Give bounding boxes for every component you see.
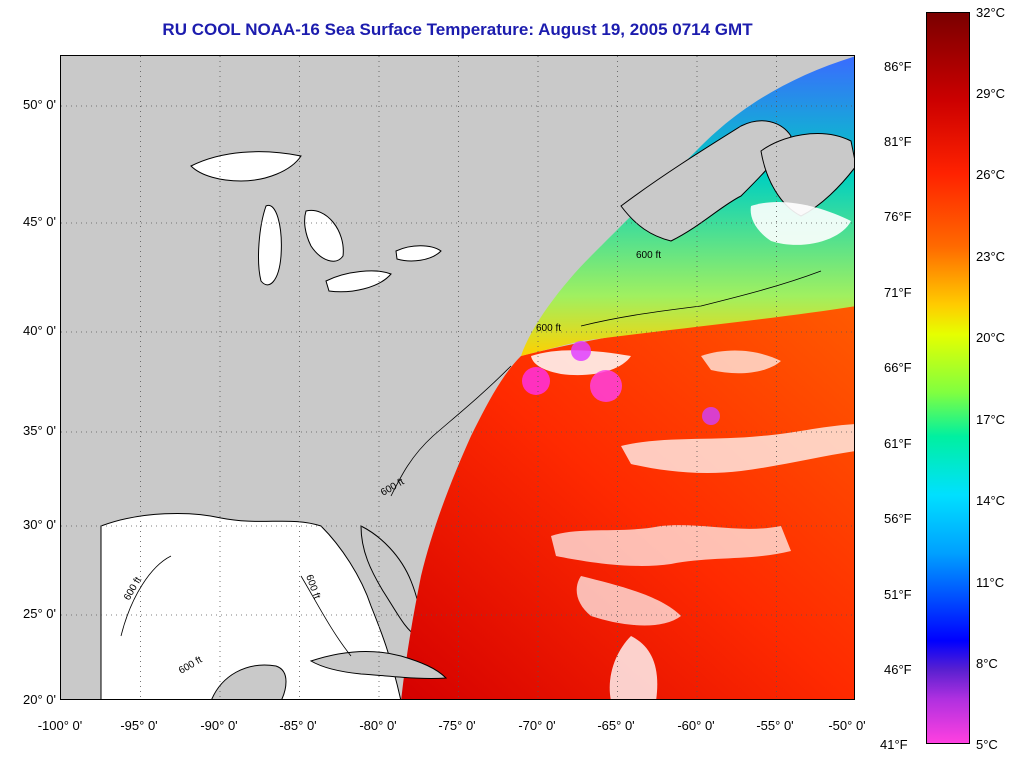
celsius-label: 23°C	[976, 249, 1006, 264]
lon-label: -75° 0'	[438, 718, 476, 733]
fahrenheit-label: 56°F	[884, 511, 912, 526]
lon-label: -50° 0'	[828, 718, 866, 733]
celsius-label: 11°C	[976, 575, 1005, 590]
cloud-patch	[576, 576, 681, 626]
celsius-label: 17°C	[976, 412, 1006, 427]
lon-label: -60° 0'	[677, 718, 715, 733]
newfoundland-land	[760, 133, 854, 217]
cold-spot	[571, 341, 591, 361]
lon-label: -70° 0'	[518, 718, 556, 733]
isobath-label: 600 ft	[636, 250, 661, 261]
temperature-colorbar	[926, 12, 970, 744]
cold-spot	[702, 407, 720, 425]
cold-spot	[590, 370, 622, 402]
lon-label: -85° 0'	[279, 718, 317, 733]
cold-spot	[522, 367, 550, 395]
cloud-patch	[609, 636, 658, 699]
sst-map[interactable]: 600 ft 600 ft 600 ft 600 ft 600 ft 600 f…	[60, 55, 855, 700]
lake-erie	[325, 270, 392, 293]
lat-label: 40° 0'	[23, 323, 56, 338]
celsius-label: 20°C	[976, 330, 1006, 345]
lake-superior	[190, 151, 302, 182]
lake-ontario	[395, 245, 442, 262]
fahrenheit-label: 41°F	[880, 737, 908, 752]
lat-label: 25° 0'	[23, 606, 56, 621]
fahrenheit-label: 76°F	[884, 209, 912, 224]
lat-label: 35° 0'	[23, 423, 56, 438]
gulf-of-mexico	[100, 512, 402, 699]
cloud-patch	[621, 424, 854, 474]
lon-label: -90° 0'	[200, 718, 238, 733]
isobath-label: 600 ft	[536, 323, 561, 334]
sst-map-canvas: 600 ft 600 ft 600 ft 600 ft 600 ft 600 f…	[61, 56, 854, 699]
cloud-patch	[701, 350, 781, 374]
fahrenheit-label: 51°F	[884, 587, 912, 602]
lon-label: -95° 0'	[120, 718, 158, 733]
map-title: RU COOL NOAA-16 Sea Surface Temperature:…	[162, 20, 753, 39]
yucatan-land	[211, 664, 287, 699]
lake-huron	[304, 209, 344, 262]
fahrenheit-label: 86°F	[884, 59, 912, 74]
celsius-label: 14°C	[976, 493, 1006, 508]
isobath-line	[390, 365, 512, 497]
isobath-line	[300, 575, 352, 657]
lon-label: -55° 0'	[756, 718, 794, 733]
lon-label: -65° 0'	[597, 718, 635, 733]
lon-label: -80° 0'	[359, 718, 397, 733]
celsius-label: 5°C	[976, 737, 998, 752]
celsius-label: 29°C	[976, 86, 1006, 101]
atlantic-warm-water	[401, 306, 854, 699]
celsius-label: 8°C	[976, 656, 998, 671]
lake-michigan	[258, 204, 282, 286]
lat-label: 30° 0'	[23, 517, 56, 532]
lat-label: 20° 0'	[23, 692, 56, 707]
lat-label: 45° 0'	[23, 214, 56, 229]
isobath-line	[120, 555, 172, 637]
fahrenheit-label: 71°F	[884, 285, 912, 300]
lat-label: 50° 0'	[23, 97, 56, 112]
lon-label: -100° 0'	[37, 718, 83, 733]
fahrenheit-label: 81°F	[884, 134, 912, 149]
isobath-line	[580, 270, 822, 327]
fahrenheit-label: 61°F	[884, 436, 912, 451]
cloud-patch	[531, 350, 631, 376]
celsius-label: 32°C	[976, 5, 1006, 20]
celsius-label: 26°C	[976, 167, 1006, 182]
cloud-patch	[750, 201, 851, 245]
cloud-patch	[551, 525, 791, 566]
cuba-land	[309, 650, 448, 680]
fahrenheit-label: 66°F	[884, 360, 912, 375]
fahrenheit-label: 46°F	[884, 662, 912, 677]
